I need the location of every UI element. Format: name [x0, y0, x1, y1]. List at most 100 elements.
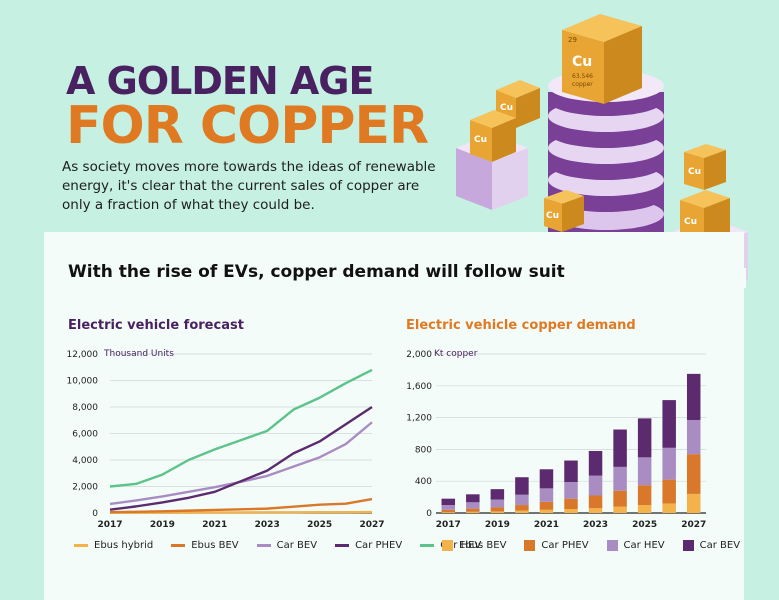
cube-atomic-number: 29	[568, 36, 577, 44]
bar-segment-car-bev-2017	[441, 498, 456, 506]
cube-symbol: Cu	[572, 54, 592, 70]
page-title-line1: A GOLDEN AGE	[66, 59, 374, 103]
copper-cube-small-1: Cu	[496, 80, 540, 128]
bar-segment-car-hev-2022	[564, 481, 578, 499]
legend-label: Car BEV	[276, 540, 318, 551]
bar-chart-legend: Ebus BEV Car PHEV Car HEV Car BEV	[442, 540, 758, 551]
line-chart-title: Electric vehicle forecast	[68, 318, 244, 333]
bar-segment-car-hev-2025	[637, 457, 652, 486]
legend-swatch	[682, 540, 694, 551]
legend-swatch	[256, 544, 271, 547]
legend-label: Car HEV	[440, 540, 482, 551]
legend-label: Ebus BEV	[459, 540, 507, 551]
legend-swatch	[524, 540, 536, 551]
bar-segment-car-hev-2021	[539, 488, 554, 502]
copper-cube-small-5: Cu	[544, 190, 584, 232]
bar-segment-ebus-bev-2020	[515, 510, 529, 513]
legend-label: Ebus hybrid	[94, 540, 154, 551]
bar-segment-car-hev-2023	[588, 475, 603, 496]
legend-item: Car HEV	[420, 540, 481, 551]
legend-item: Ebus hybrid	[74, 540, 153, 551]
legend-item: Ebus BEV	[442, 540, 506, 551]
bar-segment-car-phev-2025	[637, 485, 652, 506]
y-tick-label: 400	[415, 477, 432, 487]
y-tick-label: 2,000	[406, 350, 432, 360]
bar-segment-car-phev-2017	[441, 509, 456, 513]
svg-text:Cu: Cu	[684, 217, 697, 227]
bar-segment-ebus-bev-2019	[490, 511, 505, 513]
bar-segment-car-hev-2018	[466, 502, 480, 509]
bar-segment-ebus-bev-2018	[466, 511, 480, 513]
legend-swatch	[420, 544, 435, 547]
legend-item: Ebus BEV	[171, 540, 239, 551]
x-tick-label: 2023	[583, 520, 608, 530]
intro-text: As society moves more towards the ideas …	[62, 159, 436, 213]
bar-segment-car-bev-2026	[662, 400, 676, 448]
x-tick-label: 2027	[359, 520, 384, 530]
legend-label: Car HEV	[623, 540, 665, 551]
bar-segment-ebus-bev-2026	[662, 503, 676, 513]
y-tick-label: 1,600	[406, 382, 432, 392]
bar-segment-car-bev-2020	[515, 477, 529, 495]
series-line-car-phev	[109, 405, 373, 511]
y-tick-label: 800	[415, 445, 432, 455]
bar-segment-ebus-bev-2025	[637, 505, 652, 513]
x-tick-label: 2025	[307, 520, 332, 530]
y-axis-unit-label: Thousand Units	[103, 349, 174, 359]
series-line-car-hev	[109, 368, 373, 488]
bar-segment-car-bev-2025	[637, 418, 652, 458]
y-tick-label: 12,000	[67, 350, 99, 360]
bar-segment-car-bev-2023	[588, 450, 603, 476]
bar-segment-ebus-bev-2021	[539, 509, 554, 513]
cube-mass: 63.546	[572, 73, 593, 80]
line-chart-legend: Ebus hybrid Ebus BEV Car BEV Car PHEV Car HE…	[74, 540, 499, 551]
legend-swatch	[442, 540, 453, 551]
bar-segment-car-hev-2024	[613, 466, 627, 491]
bar-segment-ebus-bev-2022	[564, 509, 578, 513]
x-tick-label: 2027	[681, 520, 706, 530]
series-line-ebus-bev	[109, 497, 373, 514]
x-tick-label: 2019	[485, 520, 510, 530]
y-tick-label: 2,000	[72, 483, 98, 493]
bar-segment-car-hev-2026	[662, 447, 676, 480]
bar-segment-car-bev-2022	[564, 460, 578, 482]
legend-label: Car PHEV	[541, 540, 589, 551]
x-tick-label: 2017	[436, 520, 461, 530]
legend-swatch	[335, 544, 350, 547]
bar-segment-ebus-bev-2024	[613, 506, 627, 513]
x-tick-label: 2021	[534, 520, 559, 530]
y-tick-label: 0	[92, 509, 98, 519]
bar-segment-car-bev-2027	[686, 373, 701, 420]
bar-segment-car-bev-2024	[613, 429, 627, 467]
x-tick-label: 2021	[202, 520, 227, 530]
svg-text:Cu: Cu	[546, 211, 559, 221]
y-tick-label: 10,000	[67, 377, 99, 387]
bar-segment-ebus-bev-2027	[686, 493, 701, 513]
copper-cube-large: 29 Cu 63.546 copper	[562, 14, 642, 104]
legend-item: Car BEV	[682, 540, 740, 551]
legend-swatch	[171, 544, 186, 547]
bar-segment-car-phev-2027	[686, 454, 701, 494]
bar-segment-car-phev-2019	[490, 507, 505, 512]
bar-chart-title: Electric vehicle copper demand	[406, 318, 636, 333]
x-tick-label: 2025	[632, 520, 657, 530]
bar-segment-car-phev-2023	[588, 495, 603, 509]
svg-text:Cu: Cu	[500, 103, 513, 113]
bar-segment-car-phev-2022	[564, 498, 578, 510]
bar-segment-car-phev-2018	[466, 508, 480, 512]
page-title-line2: FOR COPPER	[66, 96, 429, 156]
svg-text:Cu: Cu	[474, 135, 487, 145]
legend-swatch	[74, 544, 88, 547]
legend-item: Car PHEV	[335, 540, 402, 551]
x-tick-label: 2019	[150, 520, 175, 530]
bar-segment-car-hev-2017	[441, 505, 456, 510]
y-axis-unit-label: Kt copper	[434, 349, 478, 359]
bar-segment-car-phev-2021	[539, 501, 554, 510]
bar-segment-car-hev-2019	[490, 499, 505, 508]
charts-panel-extension	[520, 268, 746, 288]
charts-panel	[44, 232, 744, 600]
y-tick-label: 0	[426, 509, 432, 519]
